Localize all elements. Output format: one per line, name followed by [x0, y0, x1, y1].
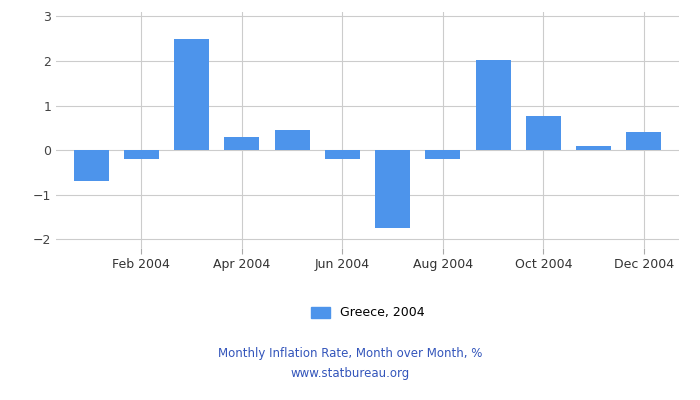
Text: Monthly Inflation Rate, Month over Month, %: Monthly Inflation Rate, Month over Month…: [218, 348, 482, 360]
Bar: [274, 130, 309, 150]
Bar: [576, 146, 611, 150]
Bar: [224, 137, 260, 150]
Bar: [174, 39, 209, 150]
Bar: [375, 150, 410, 228]
Bar: [74, 150, 108, 181]
Bar: [626, 132, 662, 150]
Bar: [325, 150, 360, 159]
Bar: [526, 116, 561, 150]
Bar: [124, 150, 159, 159]
Legend: Greece, 2004: Greece, 2004: [306, 302, 429, 324]
Text: www.statbureau.org: www.statbureau.org: [290, 368, 410, 380]
Bar: [475, 60, 511, 150]
Bar: [426, 150, 461, 159]
